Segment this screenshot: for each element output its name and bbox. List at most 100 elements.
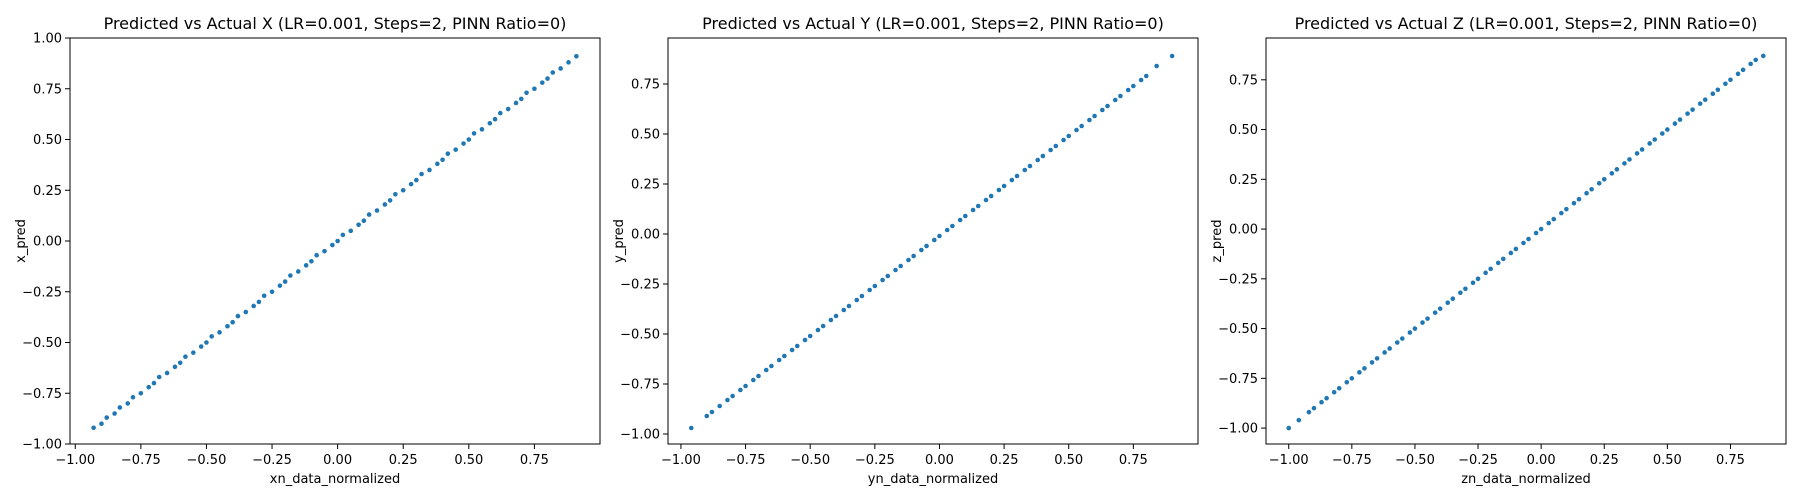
scatter-point xyxy=(435,161,440,167)
scatter-point xyxy=(1748,61,1753,67)
scatter-point xyxy=(1609,171,1615,176)
scatter-point xyxy=(164,370,170,376)
scatter-point xyxy=(204,340,209,345)
chart-title: Predicted vs Actual X (LR=0.001, Steps=2… xyxy=(104,14,567,33)
scatter-point xyxy=(91,425,96,431)
scatter-point xyxy=(919,247,924,253)
scatter-point xyxy=(1331,389,1337,395)
scatter-point xyxy=(1521,240,1526,246)
scatter-point xyxy=(277,283,283,288)
scatter-point xyxy=(996,187,1002,193)
scatter-point xyxy=(1584,190,1589,196)
scatter-point xyxy=(335,238,340,244)
scatter-point xyxy=(545,76,550,81)
scatter-point xyxy=(400,187,406,193)
scatter-point xyxy=(558,66,563,71)
scatter-point xyxy=(172,364,178,370)
plot-frame xyxy=(1265,37,1787,445)
scatter-point xyxy=(1710,91,1716,97)
x-axis-label: xn_data_normalized xyxy=(270,472,400,487)
scatter-point xyxy=(717,403,723,409)
y-axis-label: y_pred xyxy=(612,219,627,263)
y-tick-label: −0.25 xyxy=(22,285,62,300)
scatter-point xyxy=(1500,256,1506,262)
scatter-point xyxy=(1344,380,1350,385)
scatter-point xyxy=(1079,123,1084,129)
scatter-point xyxy=(1723,81,1728,87)
scatter-point xyxy=(574,53,579,59)
scatter-point xyxy=(198,344,204,349)
scatter-point xyxy=(983,197,989,203)
scatter-point xyxy=(513,100,519,106)
scatter-point xyxy=(1571,200,1577,206)
scatter-point xyxy=(303,263,309,268)
scatter-point xyxy=(950,223,955,229)
x-tick-label: 0.50 xyxy=(1054,453,1083,468)
x-tick-label: −0.50 xyxy=(187,453,227,468)
scatter-point xyxy=(704,413,710,419)
scatter-point xyxy=(361,218,367,223)
x-tick-label: −0.50 xyxy=(790,453,830,468)
y-tick-label: −0.50 xyxy=(620,328,660,343)
scatter-point xyxy=(970,207,976,213)
scatter-point xyxy=(566,60,571,65)
y-tick-label: 0.50 xyxy=(33,133,62,148)
scatter-point xyxy=(763,367,769,373)
scatter-point xyxy=(859,293,865,299)
scatter-point xyxy=(497,110,503,116)
x-tick-label: −1.00 xyxy=(1269,453,1309,468)
scatter-point xyxy=(1672,121,1678,126)
scatter-point xyxy=(1001,183,1007,189)
scatter-point xyxy=(1432,310,1438,315)
scatter-point xyxy=(1412,326,1418,331)
scatter-point xyxy=(330,242,335,248)
scatter-point xyxy=(957,217,963,223)
scatter-point xyxy=(269,289,275,295)
scatter-point xyxy=(1697,101,1703,106)
scatter-point xyxy=(872,283,878,289)
scatter-point xyxy=(807,333,813,339)
scatter-point xyxy=(539,80,545,85)
chart-title: Predicted vs Actual Z (LR=0.001, Steps=2… xyxy=(1295,14,1758,33)
scatter-point xyxy=(374,208,380,213)
scatter-point xyxy=(461,141,466,146)
scatter-point xyxy=(479,127,485,132)
x-tick-label: 0.50 xyxy=(454,453,483,468)
x-tick-label: −0.25 xyxy=(252,453,292,468)
plot-frame xyxy=(69,37,601,445)
scatter-point xyxy=(944,227,950,233)
tick-group: −1.00 −0.75 −0.50 −0.25 0.00 0.25 0.50 0.75 −1.0… xyxy=(620,78,1148,469)
scatter-point xyxy=(1074,127,1079,133)
scatter-point xyxy=(1357,370,1362,375)
scatter-point xyxy=(906,257,911,263)
scatter-point xyxy=(1105,103,1110,109)
scatter-point xyxy=(1394,340,1400,345)
scatter-point xyxy=(550,70,556,75)
scatter-point xyxy=(151,380,157,386)
scatter-point xyxy=(1061,137,1066,143)
scatter-point xyxy=(1564,206,1569,212)
scatter-point xyxy=(1728,77,1733,83)
scatter-point xyxy=(177,360,183,366)
scatter-point xyxy=(1336,385,1342,391)
y-tick-label: 0.00 xyxy=(1229,223,1258,238)
scatter-point xyxy=(802,337,808,343)
scatter-point xyxy=(1382,350,1387,355)
scatter-point xyxy=(243,309,249,315)
y-tick-label: 0.25 xyxy=(631,178,660,193)
scatter-point xyxy=(1311,405,1317,411)
scatter-point xyxy=(453,147,458,152)
scatter-point xyxy=(366,212,372,217)
x-tick-label: 0.50 xyxy=(1653,453,1682,468)
points-group xyxy=(688,53,1175,431)
scatter-point xyxy=(867,287,872,293)
y-tick-label: 1.00 xyxy=(33,32,62,47)
scatter-point xyxy=(505,106,511,112)
scatter-point xyxy=(217,330,222,335)
scatter-point xyxy=(1647,141,1652,146)
scatter-point xyxy=(209,334,214,339)
scatter-point xyxy=(419,171,424,177)
y-tick-label: 0.75 xyxy=(1229,73,1258,88)
scatter-point xyxy=(191,350,196,355)
